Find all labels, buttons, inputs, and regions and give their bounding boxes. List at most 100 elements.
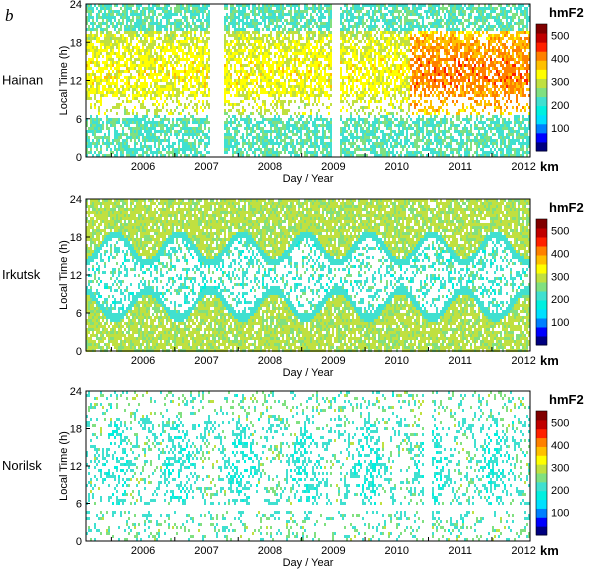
heatmap-cell [94,151,96,154]
heatmap-cell [270,154,272,157]
heatmap-cell [156,46,158,49]
heatmap-cell [238,79,240,82]
heatmap-cell [136,115,138,118]
heatmap-cell [244,73,246,76]
heatmap-cell [316,7,318,10]
heatmap-cell [274,121,276,124]
heatmap-cell [252,4,254,7]
heatmap-cell [308,52,310,55]
heatmap-cell [202,22,204,25]
heatmap-cell [200,142,202,145]
heatmap-cell [112,151,114,154]
heatmap-cell [272,154,274,157]
heatmap-cell [272,142,274,145]
heatmap-cell [326,4,328,7]
heatmap-cell [278,130,280,133]
heatmap-cell [178,55,180,58]
heatmap-cell [312,46,314,49]
heatmap-cell [292,148,294,151]
heatmap-cell [278,4,280,7]
heatmap-cell [90,49,92,52]
heatmap-cell [136,85,138,88]
heatmap-cell [382,46,384,49]
heatmap-cell [262,154,264,157]
heatmap-cell [206,70,208,73]
heatmap-cell [340,22,342,25]
heatmap-cell [364,13,366,16]
heatmap-cell [190,151,192,154]
heatmap-cell [380,10,382,13]
heatmap-cell [296,4,298,7]
heatmap-cell [154,40,156,43]
heatmap-cell [146,154,148,157]
heatmap-cell [236,31,238,34]
heatmap-cell [368,31,370,34]
heatmap-cell [354,43,356,46]
heatmap-cell [370,52,372,55]
heatmap-cell [138,76,140,79]
heatmap-cell [164,94,166,97]
heatmap-cell [196,19,198,22]
heatmap-cell [238,52,240,55]
heatmap-cell [306,139,308,142]
heatmap-cell [198,37,200,40]
heatmap-cell [184,139,186,142]
heatmap-cell [278,115,280,118]
heatmap-cell [328,22,330,25]
heatmap-cell [88,37,90,40]
heatmap-cell [170,43,172,46]
heatmap-cell [358,40,360,43]
heatmap-cell [246,25,248,28]
heatmap-cell [344,82,346,85]
heatmap-cell [378,136,380,139]
heatmap-cell [282,4,284,7]
heatmap-cell [244,109,246,112]
heatmap-cell [198,4,200,7]
heatmap-cell [208,106,210,109]
heatmap-cell [146,67,148,70]
heatmap-cell [104,136,106,139]
heatmap-cell [150,52,152,55]
heatmap-cell [324,64,326,67]
heatmap-cell [148,13,150,16]
heatmap-cell [188,88,190,91]
heatmap-cell [394,79,396,82]
heatmap-cell [234,133,236,136]
heatmap-cell [374,13,376,16]
heatmap-cell [380,139,382,142]
heatmap-cell [120,64,122,67]
heatmap-cell [284,142,286,145]
heatmap-cell [344,61,346,64]
heatmap-cell [90,31,92,34]
heatmap-cell [156,61,158,64]
heatmap-cell [280,94,282,97]
heatmap-cell [286,76,288,79]
heatmap-cell [184,52,186,55]
heatmap-cell [258,43,260,46]
heatmap-cell [130,133,132,136]
heatmap-cell [122,4,124,7]
heatmap-cell [232,16,234,19]
heatmap-cell [208,49,210,52]
heatmap-cell [180,148,182,151]
heatmap-cell [158,121,160,124]
heatmap-cell [160,118,162,121]
heatmap-cell [380,154,382,157]
heatmap-cell [186,76,188,79]
heatmap-cell [98,82,100,85]
heatmap-cell [158,115,160,118]
heatmap-cell [144,64,146,67]
heatmap-cell [390,121,392,124]
heatmap-cell [328,79,330,82]
heatmap-cell [364,124,366,127]
heatmap-cell [234,151,236,154]
heatmap-cell [100,67,102,70]
heatmap-cell [320,151,322,154]
heatmap-cell [330,25,332,28]
heatmap-cell [260,136,262,139]
heatmap-cell [374,43,376,46]
heatmap-cell [146,130,148,133]
heatmap-cell [340,13,342,16]
heatmap-cell [320,124,322,127]
heatmap-cell [288,10,290,13]
